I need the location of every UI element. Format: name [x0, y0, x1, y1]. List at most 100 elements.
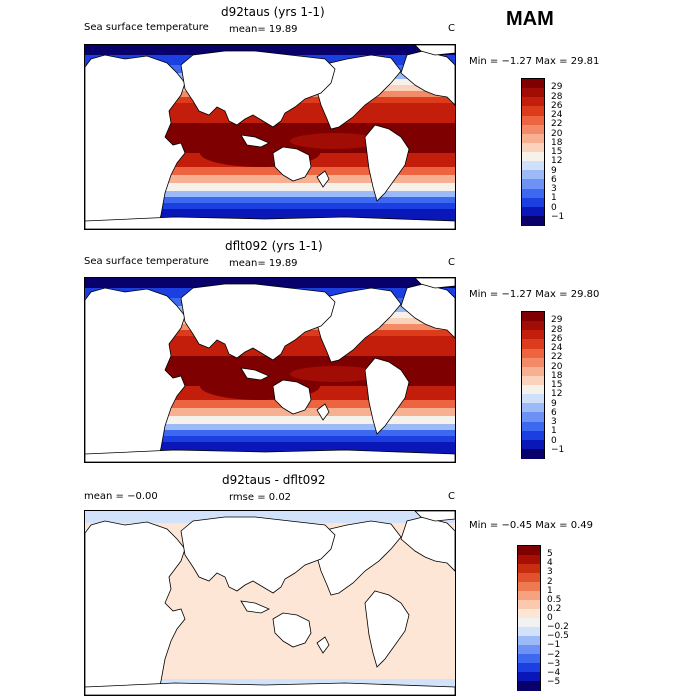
colorbar-tick-label: −4: [547, 667, 561, 678]
panel-3-min-max: Min = −0.45 Max = 0.49: [469, 520, 593, 531]
landmass: [240, 600, 270, 614]
landmass: [240, 367, 270, 381]
colorbar-swatch: [518, 555, 540, 565]
landmass: [272, 146, 312, 182]
colorbar-tick-label: 28: [551, 324, 563, 335]
landmass: [364, 590, 410, 668]
colorbar-tick-label: 6: [551, 174, 557, 185]
panel-3-colorbar-labels: 5 4 3 2 1 0.5 0.2 0 −0.2 −0.5 −1 −2 −3 −4 −5: [547, 545, 587, 691]
colorbar-tick-label: 0: [551, 435, 557, 446]
colorbar-swatch: [522, 124, 544, 135]
sst-band: [85, 430, 455, 436]
landmass: [414, 511, 455, 522]
sst-band: [85, 183, 455, 191]
sst-band: [85, 400, 455, 408]
panel-3-map: [84, 510, 456, 696]
colorbar-swatch: [522, 88, 544, 98]
colorbar-tick-label: −5: [547, 676, 561, 687]
colorbar-swatch: [518, 600, 540, 610]
colorbar-tick-label: −2: [547, 649, 561, 660]
colorbar-tick-label: 20: [551, 361, 563, 372]
sst-band: [85, 436, 455, 442]
colorbar-tick-label: 22: [551, 119, 563, 130]
panel-1-subtitle-left: Sea surface temperature: [84, 22, 209, 33]
colorbar-swatch: [522, 366, 544, 377]
colorbar-tick-label: 29: [551, 82, 563, 93]
landmass: [364, 124, 410, 202]
landmass: [364, 357, 410, 435]
landmass: [272, 379, 312, 415]
landmass: [240, 134, 270, 148]
panel-2-min-max: Min = −1.27 Max = 29.80: [469, 289, 600, 300]
landmass: [400, 283, 455, 339]
landmass: [316, 403, 330, 421]
colorbar-swatch: [522, 188, 544, 199]
panel-3-subtitle-left: mean = −0.00: [84, 491, 158, 502]
colorbar-swatch: [522, 385, 544, 395]
panel-3-map-svg: [85, 511, 455, 695]
colorbar-swatch: [522, 421, 544, 432]
panel-2-subtitle-left: Sea surface temperature: [84, 256, 209, 267]
colorbar-swatch: [522, 339, 544, 349]
landmass: [414, 45, 455, 56]
colorbar-tick-label: 22: [551, 352, 563, 363]
colorbar-swatch: [518, 636, 540, 646]
landmass: [316, 636, 330, 654]
panel-1-subtitle-mid: mean= 19.89: [229, 24, 298, 35]
colorbar-tick-label: 12: [551, 156, 563, 167]
colorbar-tick-label: 20: [551, 128, 563, 139]
panel-3-title: d92taus - dflt092: [222, 473, 326, 487]
colorbar-tick-label: 9: [551, 165, 557, 176]
landmass: [400, 516, 455, 572]
landmass: [85, 216, 455, 229]
colorbar-swatch: [522, 133, 544, 144]
colorbar-tick-label: 1: [551, 426, 557, 437]
sst-band: [85, 278, 455, 288]
colorbar-swatch: [522, 106, 544, 116]
sst-band: [85, 45, 455, 55]
colorbar-swatch: [518, 573, 540, 583]
colorbar-swatch: [522, 448, 544, 459]
colorbar-tick-label: 3: [551, 184, 557, 194]
colorbar-swatch: [522, 215, 544, 226]
colorbar-tick-label: 2: [547, 576, 553, 587]
landmass: [85, 54, 186, 229]
colorbar-tick-label: 12: [551, 389, 563, 400]
landmass: [316, 170, 330, 188]
colorbar-tick-label: 0.5: [547, 594, 562, 605]
diff-band-north: [85, 511, 455, 523]
landmass: [180, 516, 336, 594]
colorbar-tick-label: 9: [551, 398, 557, 409]
sst-band: [85, 416, 455, 424]
colorbar-tick-label: 18: [551, 370, 563, 381]
colorbar-swatch: [518, 681, 540, 691]
colorbar-swatch: [518, 591, 540, 601]
colorbar-tick-label: 0: [547, 613, 553, 623]
colorbar-swatch: [522, 197, 544, 208]
colorbar-swatch: [522, 152, 544, 162]
colorbar-tick-label: 5: [547, 549, 553, 560]
colorbar-swatch: [522, 375, 544, 386]
panel-1-colorbar: [521, 78, 545, 226]
panel-2-subtitle-mid: mean= 19.89: [229, 258, 298, 269]
colorbar-tick-label: 29: [551, 315, 563, 326]
panel-1-map: [84, 44, 456, 230]
colorbar-swatch: [518, 672, 540, 682]
sst-band: [85, 175, 455, 183]
landmass: [85, 449, 455, 462]
panel-1-colorbar-labels: 29 28 26 24 22 20 18 15 12 9 6 3 1 0 −1: [551, 78, 591, 226]
colorbar-swatch: [518, 546, 540, 556]
sst-band: [85, 424, 455, 430]
colorbar-swatch: [522, 348, 544, 359]
colorbar-tick-label: 24: [551, 343, 563, 353]
colorbar-tick-label: −3: [547, 658, 561, 669]
colorbar-swatch: [522, 79, 544, 89]
colorbar-tick-label: 26: [551, 100, 563, 111]
panel-1-map-svg: [85, 45, 455, 229]
panel-3-colorbar: [517, 545, 541, 691]
colorbar-swatch: [522, 97, 544, 107]
sst-band: [85, 191, 455, 197]
warm-tongue: [290, 366, 380, 382]
panel-3-subtitle-mid: rmse = 0.02: [229, 492, 292, 503]
panel-2-map: [84, 277, 456, 463]
